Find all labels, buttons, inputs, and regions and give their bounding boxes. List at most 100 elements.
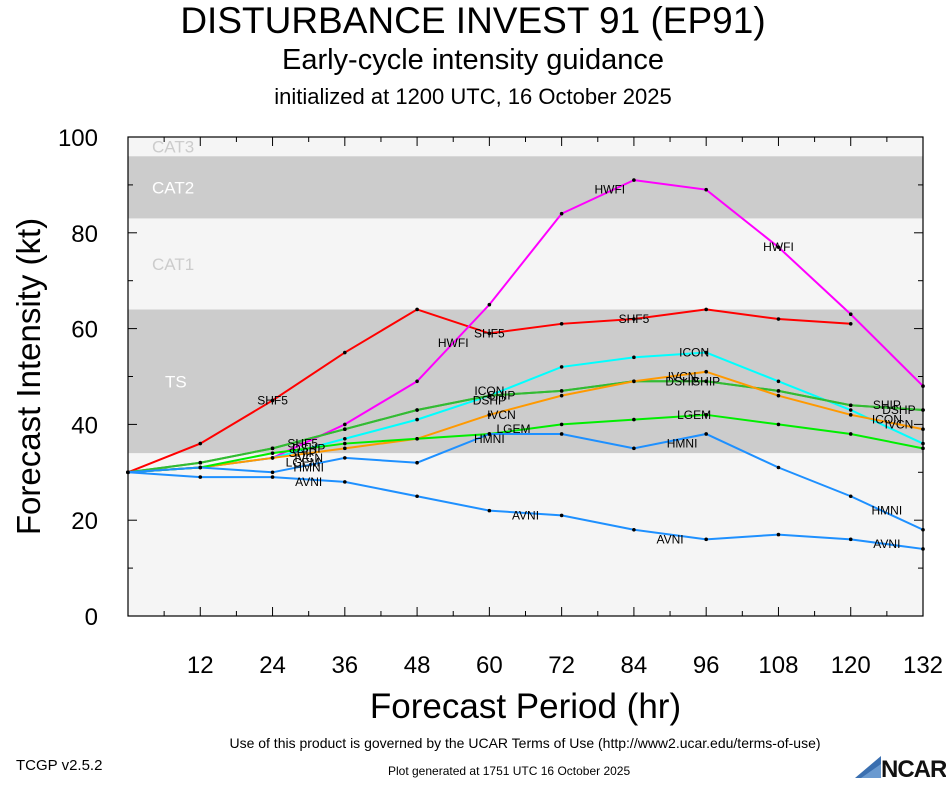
plot-generated-time: Plot generated at 1751 UTC 16 October 20… bbox=[388, 764, 631, 778]
data-point-ivcn bbox=[487, 413, 492, 417]
series-label-text-hwfi: HWFI bbox=[763, 240, 794, 254]
series-label-hwfi: HWFI bbox=[438, 336, 469, 350]
data-point-avni bbox=[343, 480, 347, 484]
data-point-ivcn bbox=[343, 446, 347, 451]
band-cat2 bbox=[128, 156, 923, 219]
x-tick-label: 60 bbox=[476, 652, 503, 679]
data-point-hmni bbox=[559, 432, 564, 436]
data-point-shf5 bbox=[487, 331, 492, 336]
series-label-text-ivcn: IVCN bbox=[668, 370, 697, 384]
series-label-hwfi: HWFI bbox=[763, 240, 794, 254]
series-label-text-icon: ICON bbox=[474, 384, 504, 398]
data-point-hmni bbox=[270, 470, 275, 475]
intensity-chart: TS CAT1 CAT2 CAT3 0 20 40 60 80 100 12 24 36 48 60 72 84… bbox=[10, 125, 943, 726]
series-label-text-ship: SHIP bbox=[873, 398, 901, 412]
cluster-label-ivcn: IVCN bbox=[294, 451, 323, 465]
series-label-hwfi: HWFI bbox=[594, 183, 625, 197]
data-point-shf5 bbox=[776, 317, 781, 321]
x-tick-label: 96 bbox=[693, 652, 720, 679]
initialization-time: initialized at 1200 UTC, 16 October 2025 bbox=[274, 84, 672, 109]
ncar-logo: NCAR bbox=[855, 752, 946, 783]
series-label-text-hwfi: HWFI bbox=[438, 336, 469, 350]
data-point-avni bbox=[704, 537, 708, 542]
data-point-hmni bbox=[776, 465, 781, 470]
data-point-shf5 bbox=[559, 322, 564, 326]
data-point-hwfi bbox=[848, 312, 853, 317]
data-point-dshp bbox=[848, 403, 853, 408]
band-cat3 bbox=[128, 137, 923, 157]
series-label-text-avni: AVNI bbox=[512, 508, 539, 522]
series-label-text-icon: ICON bbox=[872, 413, 902, 427]
y-tick-label: 100 bbox=[58, 125, 98, 152]
series-label-avni: AVNI bbox=[512, 508, 539, 522]
series-label-ivcn: IVCN bbox=[668, 370, 697, 384]
series-label-hmni: HMNI bbox=[667, 437, 698, 451]
series-label-icon: ICON bbox=[474, 384, 504, 398]
x-tick-label: 12 bbox=[187, 652, 214, 679]
series-label-text-hwfi: HWFI bbox=[594, 183, 625, 197]
series-label-text-ivcn: IVCN bbox=[885, 417, 914, 431]
data-point-icon bbox=[415, 417, 419, 422]
data-point-dshp bbox=[343, 427, 347, 431]
series-line-dshp bbox=[127, 380, 924, 474]
data-point-shf5 bbox=[415, 307, 419, 312]
data-point-lgem bbox=[632, 417, 636, 422]
series-label-hmni: HMNI bbox=[474, 432, 505, 446]
series-label-text-dshp: DSHP bbox=[473, 393, 506, 407]
data-point-dshp bbox=[559, 389, 564, 393]
data-point-ivcn bbox=[632, 379, 636, 384]
data-point-dshp bbox=[704, 379, 708, 384]
data-point-avni bbox=[415, 494, 419, 499]
data-point-shf5 bbox=[848, 322, 853, 326]
data-point-lgem bbox=[921, 446, 925, 451]
y-tick-label: 0 bbox=[85, 604, 98, 631]
series-label-text-lgem: LGEM bbox=[496, 422, 530, 436]
data-point-icon bbox=[559, 365, 564, 369]
data-point-lgem bbox=[415, 436, 419, 441]
data-point-hwfi bbox=[487, 302, 492, 307]
data-point-lgem bbox=[559, 422, 564, 427]
series-line-lgem bbox=[127, 413, 924, 474]
data-point-lgem bbox=[776, 422, 781, 427]
series-label-ship: SHIP bbox=[487, 389, 515, 403]
data-point-ivcn bbox=[848, 413, 853, 417]
data-point-icon bbox=[921, 441, 925, 446]
x-tick-label: 72 bbox=[548, 652, 575, 679]
data-point-lgem bbox=[848, 432, 853, 436]
series-label-lgem: LGEM bbox=[496, 422, 530, 436]
data-point-avni bbox=[921, 547, 925, 551]
data-point-shf5 bbox=[270, 398, 275, 403]
x-tick-label: 48 bbox=[404, 652, 431, 679]
data-point-hmni bbox=[343, 456, 347, 460]
data-point-hwfi bbox=[415, 379, 419, 384]
series-label-text-dshp: DSHP bbox=[882, 403, 915, 417]
data-point-icon bbox=[704, 350, 708, 355]
data-point-icon bbox=[848, 408, 853, 412]
band-cat1 bbox=[128, 218, 923, 310]
series-line-hmni bbox=[127, 432, 924, 531]
series-label-text-hmni: HMNI bbox=[293, 461, 324, 475]
data-point-shf5 bbox=[632, 317, 636, 321]
series-label-icon: ICON bbox=[679, 346, 709, 360]
data-point-avni bbox=[559, 513, 564, 518]
series-label-lgem: LGEM bbox=[677, 408, 711, 422]
data-point-ivcn bbox=[559, 393, 564, 398]
band-label-ts: TS bbox=[165, 372, 187, 391]
data-point-shf5 bbox=[198, 441, 203, 446]
chart-title: DISTURBANCE INVEST 91 (EP91) bbox=[180, 0, 766, 41]
series-label-text-dshp: DSHP bbox=[665, 374, 698, 388]
cluster-label-ship: SHIP bbox=[289, 446, 317, 460]
data-point-avni bbox=[487, 508, 492, 513]
series-label-text-avni: AVNI bbox=[873, 537, 900, 551]
series-label-text-ship: SHIP bbox=[692, 374, 720, 388]
terms-of-use-notice: Use of this product is governed by the U… bbox=[229, 735, 821, 751]
series-label-shf5: SHF5 bbox=[619, 312, 650, 326]
data-point-dshp bbox=[487, 393, 492, 398]
series-label-text-lgem: LGEM bbox=[677, 408, 711, 422]
series-label-avni: AVNI bbox=[873, 537, 900, 551]
data-point-hwfi bbox=[632, 178, 636, 182]
series-label-avni: AVNI bbox=[656, 532, 683, 546]
x-tick-label: 36 bbox=[331, 652, 358, 679]
series-label-icon: ICON bbox=[872, 413, 902, 427]
series-label-shf5: SHF5 bbox=[474, 326, 505, 340]
